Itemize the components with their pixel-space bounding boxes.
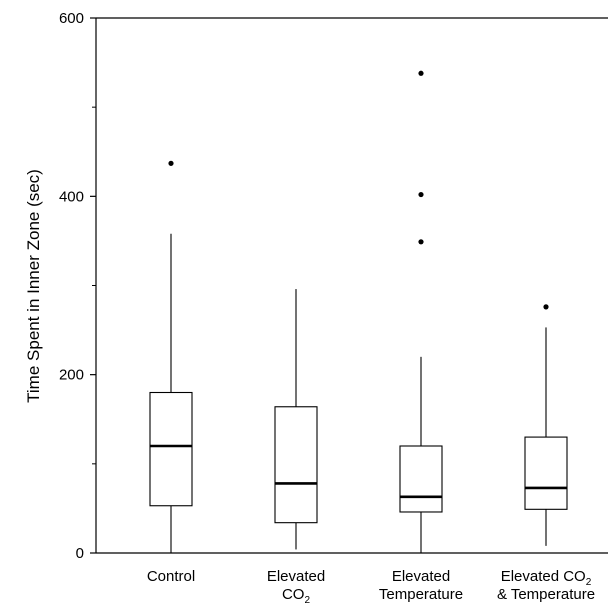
x-tick-label-line2: & Temperature xyxy=(497,586,595,603)
box-iqr xyxy=(274,406,318,524)
outlier-point xyxy=(418,70,424,76)
y-axis-label: Time Spent in Inner Zone (sec) xyxy=(24,169,43,403)
box-4 xyxy=(524,304,568,546)
x-tick-label-line2: CO2 xyxy=(282,586,311,606)
x-tick-label: Elevated xyxy=(267,568,325,585)
y-tick-label: 200 xyxy=(59,367,84,384)
outlier-point xyxy=(418,191,424,198)
x-tick-label: Elevated xyxy=(392,568,450,585)
x-tick-label: Elevated CO2 xyxy=(501,568,592,588)
x-category-label-4: Elevated CO2& Temperature xyxy=(497,568,595,603)
box-1 xyxy=(149,160,193,553)
outlier-point xyxy=(543,304,549,310)
box-iqr xyxy=(524,436,568,510)
y-axis-ticks: 0 200 400 600 xyxy=(59,10,96,562)
box-3 xyxy=(399,70,443,553)
outlier-point xyxy=(168,160,174,166)
x-tick-label: Control xyxy=(147,568,195,585)
x-axis-labels: Control ElevatedCO2ElevatedTemperatureEle… xyxy=(147,568,595,606)
y-tick-label: 400 xyxy=(59,188,84,205)
y-tick-label: 0 xyxy=(76,545,84,562)
box-iqr xyxy=(399,445,443,513)
outlier-point xyxy=(418,239,424,245)
box-2 xyxy=(274,289,318,550)
x-category-label-1: Control xyxy=(147,568,195,585)
y-tick-label: 600 xyxy=(59,10,84,27)
box-iqr xyxy=(149,391,193,507)
x-tick-label-line2: Temperature xyxy=(379,586,463,603)
box-plot-series xyxy=(149,70,568,553)
